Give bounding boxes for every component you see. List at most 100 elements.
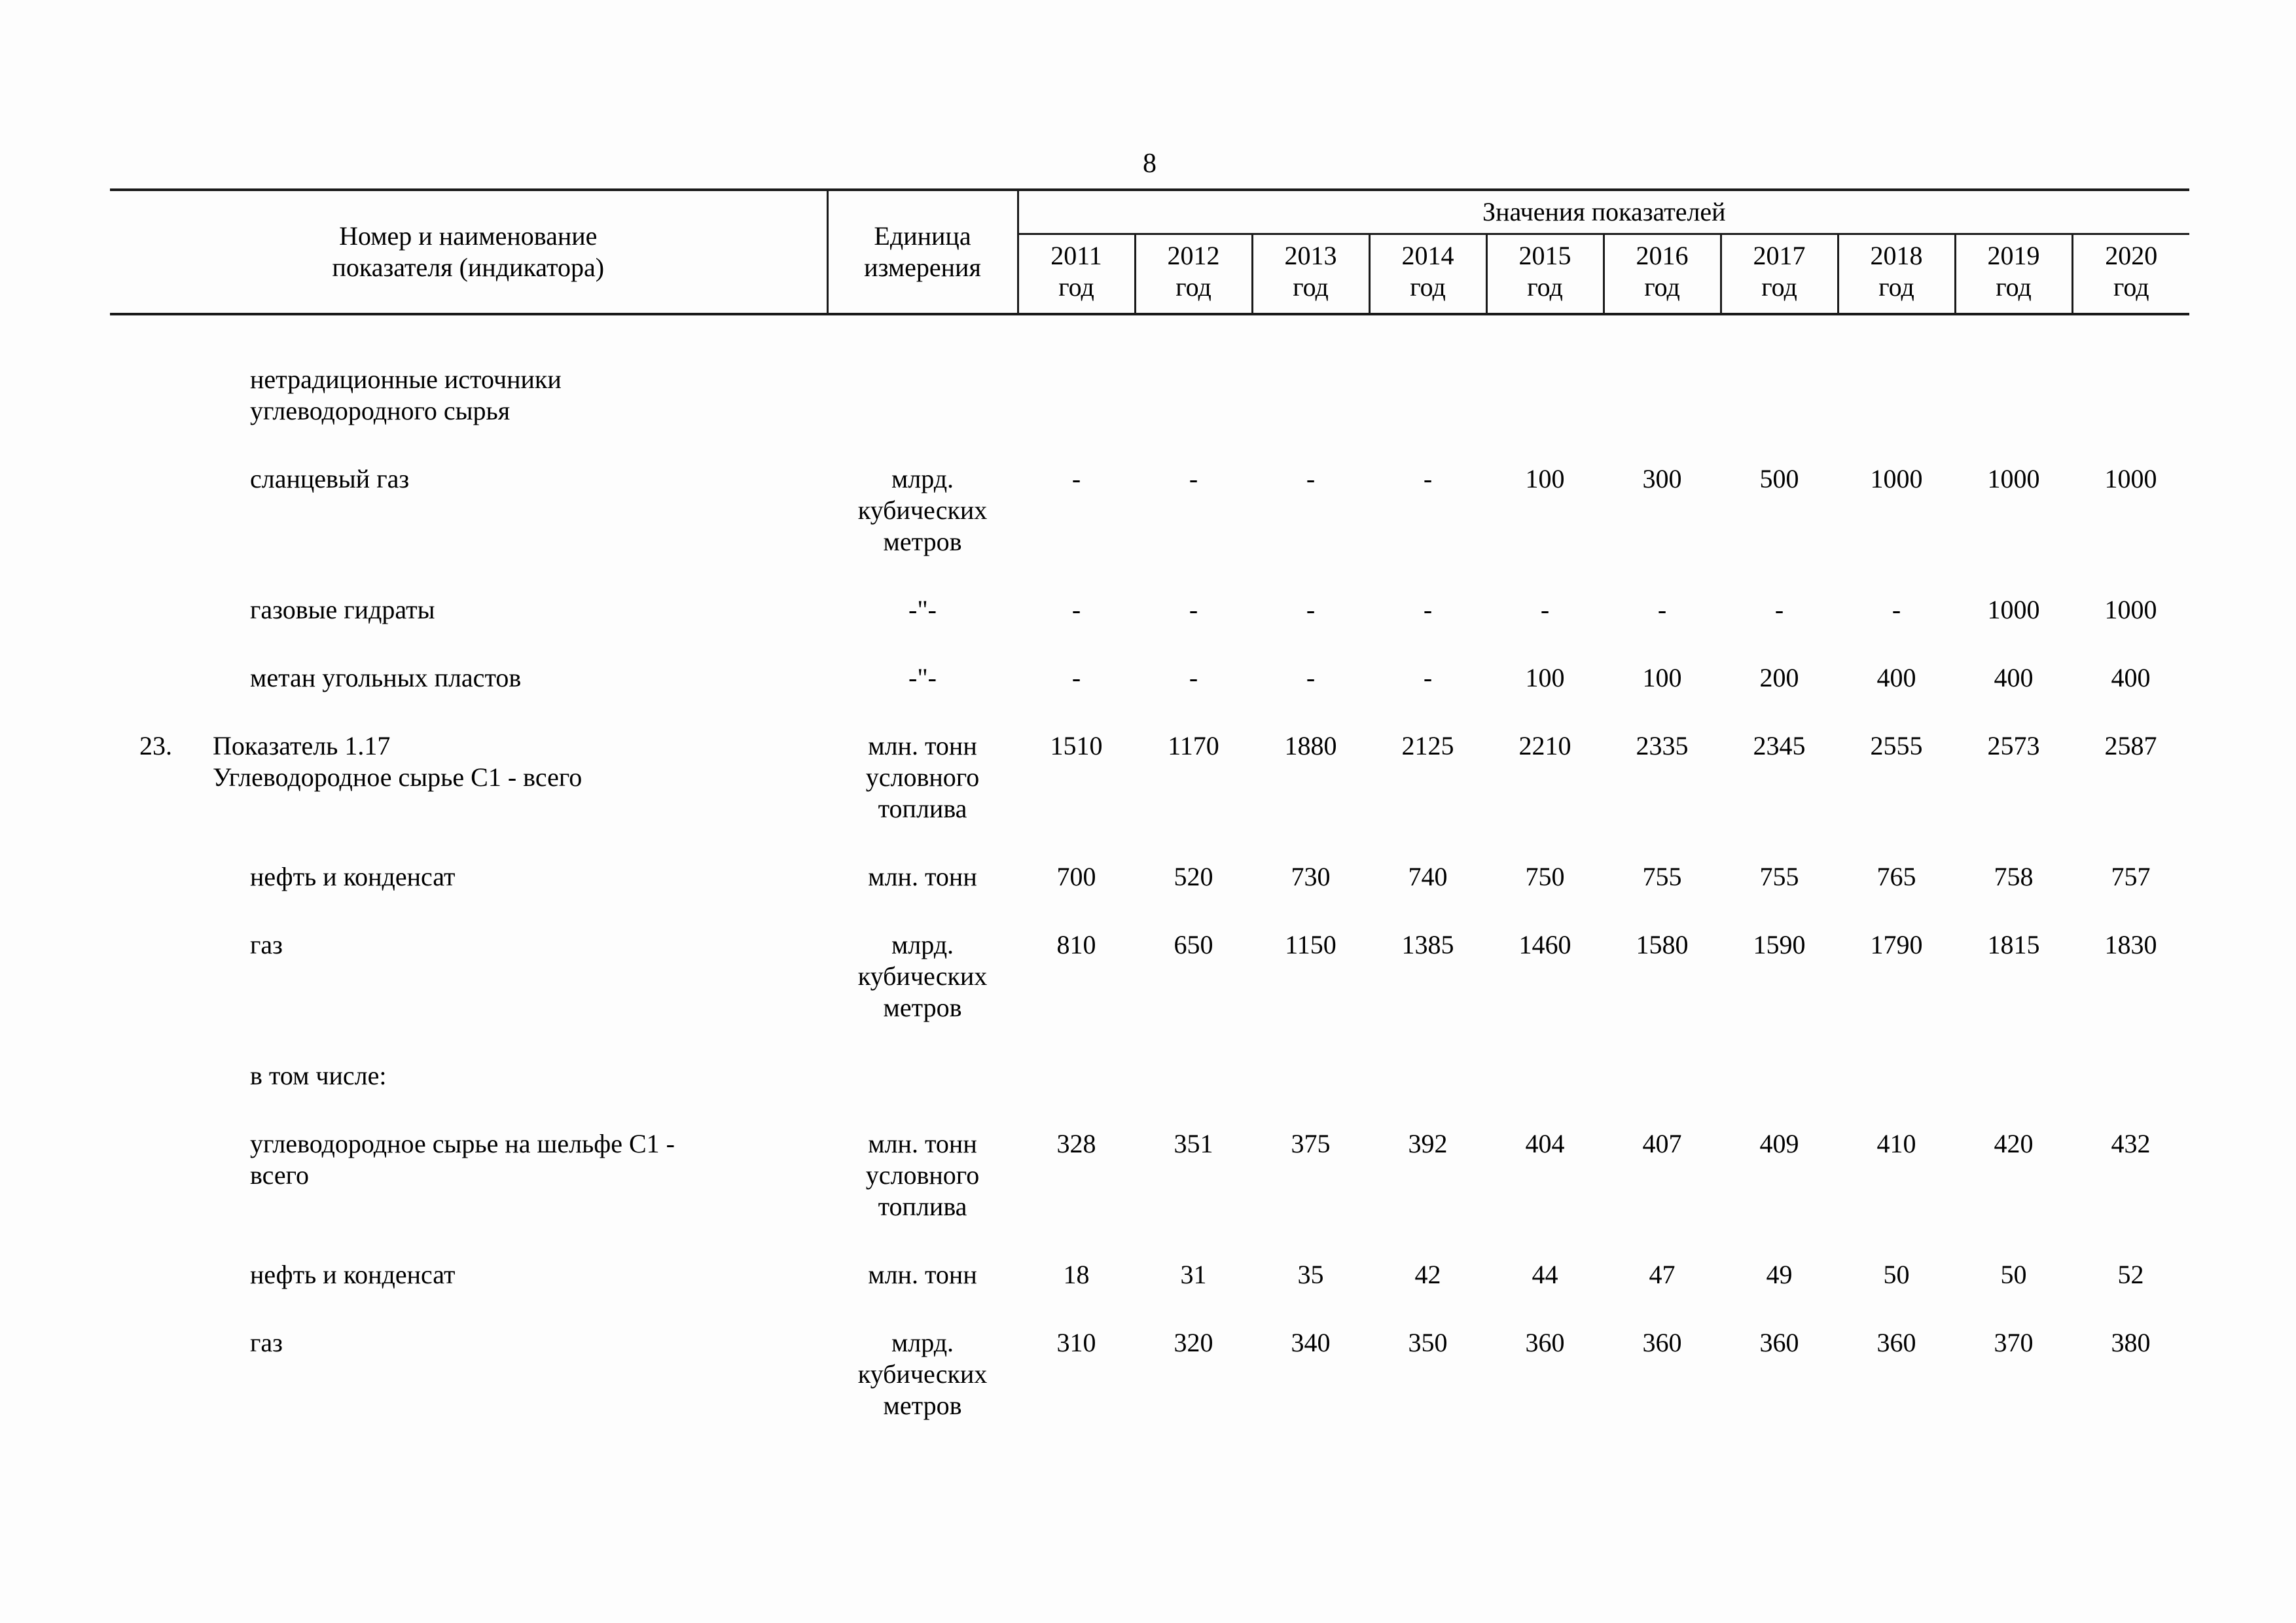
indicator-value: 1000 — [1987, 464, 2040, 493]
table-row: нефть и конденсат млн. тонн 18 31 35 42 44 47 49… — [110, 1259, 2189, 1327]
indicator-name: сланцевый газ — [250, 464, 410, 493]
col-header-year-2011: 2011 год — [1016, 234, 1136, 315]
indicator-value: 100 — [1525, 464, 1565, 493]
indicator-value: 2345 — [1753, 731, 1806, 760]
table-row: газ млрд. кубических метров 810 650 1150 1385… — [110, 929, 2189, 1060]
col-header-year-2018: 2018 год — [1837, 234, 1956, 315]
indicator-value: 1580 — [1636, 930, 1689, 959]
indicator-value: 200 — [1759, 663, 1799, 692]
indicator-value: 2587 — [2104, 731, 2157, 760]
indicator-value — [1018, 1060, 1135, 1128]
indicator-value — [1369, 314, 1486, 463]
table-row: нефть и конденсат млн. тонн 700 520 730 740 75… — [110, 861, 2189, 929]
indicator-value: 52 — [2117, 1260, 2144, 1289]
indicator-value: 758 — [1994, 862, 2034, 891]
indicator-value: 750 — [1525, 862, 1565, 891]
indicator-value: 1460 — [1518, 930, 1571, 959]
indicator-value: 49 — [1766, 1260, 1793, 1289]
row-number — [110, 1327, 213, 1458]
indicator-value: 740 — [1408, 862, 1448, 891]
row-number — [110, 1259, 213, 1327]
indicator-value: 520 — [1174, 862, 1213, 891]
indicator-value: 360 — [1525, 1328, 1565, 1357]
indicator-value: 1385 — [1401, 930, 1454, 959]
indicator-value — [1486, 314, 1604, 463]
indicator-value — [1955, 1060, 2072, 1128]
indicator-value: 50 — [2000, 1260, 2027, 1289]
indicator-value: - — [1189, 595, 1198, 624]
table-header: Номер и наименование показателя (индикат… — [110, 188, 2190, 315]
indicator-value: 1170 — [1168, 731, 1219, 760]
indicator-value: 1830 — [2104, 930, 2157, 959]
indicator-value: - — [1306, 464, 1316, 493]
indicator-value: 755 — [1642, 862, 1682, 891]
indicator-value: 1510 — [1050, 731, 1103, 760]
indicator-value: 1000 — [2104, 464, 2157, 493]
indicator-value: - — [1189, 464, 1198, 493]
indicator-value: 360 — [1876, 1328, 1916, 1357]
indicator-value: 50 — [1883, 1260, 1910, 1289]
indicator-value: - — [1774, 595, 1784, 624]
indicator-value: 400 — [2111, 663, 2151, 692]
table-body: нетрадиционные источники углеводородного… — [110, 314, 2189, 1458]
indicator-name: метан угольных пластов — [250, 663, 522, 692]
unit-of-measure — [827, 314, 1018, 463]
indicator-value — [1721, 314, 1838, 463]
header-row-years: 2011 год 2012 год 2013 год 2014 год 2015 год 2016 г… — [110, 234, 2190, 315]
indicator-value: - — [1071, 464, 1081, 493]
col-header-year-2013: 2013 год — [1251, 234, 1370, 315]
col-header-values-group: Значения показателей — [1018, 188, 2190, 235]
indicator-value: 360 — [1642, 1328, 1682, 1357]
indicator-value: 310 — [1056, 1328, 1096, 1357]
indicator-name: газ — [250, 1328, 283, 1357]
table-row: метан угольных пластов -"- - - - - 100 100 200 40… — [110, 662, 2189, 730]
row-number — [110, 1128, 213, 1259]
indicator-value: 1150 — [1285, 930, 1336, 959]
col-header-year-2017: 2017 год — [1719, 234, 1839, 315]
indicator-value: 35 — [1297, 1260, 1324, 1289]
indicator-value: 432 — [2111, 1129, 2151, 1158]
indicator-value: - — [1306, 595, 1316, 624]
indicator-value: 392 — [1408, 1129, 1448, 1158]
unit-of-measure: -"- — [908, 663, 937, 692]
indicator-value: 407 — [1642, 1129, 1682, 1158]
indicator-value: 404 — [1525, 1129, 1565, 1158]
indicator-value: 2210 — [1518, 731, 1571, 760]
indicator-value: 100 — [1525, 663, 1565, 692]
unit-of-measure: -"- — [908, 595, 937, 624]
indicator-value — [1955, 314, 2072, 463]
row-number — [110, 594, 213, 662]
indicator-value: 300 — [1642, 464, 1682, 493]
indicator-value — [1838, 314, 1955, 463]
indicator-value: - — [1892, 595, 1901, 624]
indicator-value — [1135, 1060, 1252, 1128]
indicator-value — [1252, 1060, 1369, 1128]
unit-of-measure: млн. тонн условного топлива — [865, 1129, 980, 1221]
table-row: газ млрд. кубических метров 310 320 340 350 36… — [110, 1327, 2189, 1458]
indicator-name: газ — [250, 930, 283, 959]
unit-of-measure: млн. тонн — [868, 862, 977, 891]
indicator-value: 2573 — [1987, 731, 2040, 760]
indicator-value — [1838, 1060, 1955, 1128]
indicator-value: 730 — [1291, 862, 1331, 891]
page-number: 8 — [1143, 149, 1157, 179]
indicator-name: в том числе: — [250, 1061, 387, 1090]
indicator-value: 350 — [1408, 1328, 1448, 1357]
col-header-year-2012: 2012 год — [1134, 234, 1253, 315]
indicator-value — [1369, 1060, 1486, 1128]
indicator-value: 44 — [1532, 1260, 1558, 1289]
indicator-value: 650 — [1174, 930, 1213, 959]
row-number — [110, 463, 213, 594]
indicator-value: 340 — [1291, 1328, 1331, 1357]
indicator-value: 2125 — [1401, 731, 1454, 760]
indicators-table: Номер и наименование показателя (индикат… — [110, 188, 2190, 1458]
indicator-value: - — [1189, 663, 1198, 692]
indicator-value: 42 — [1414, 1260, 1441, 1289]
indicator-name: нефть и конденсат — [250, 1260, 456, 1289]
col-header-unit: Единица измерения — [826, 188, 1019, 315]
indicator-value: 370 — [1994, 1328, 2034, 1357]
row-number — [110, 1060, 213, 1128]
indicator-name: газовые гидраты — [250, 595, 435, 624]
indicator-value: 1880 — [1284, 731, 1337, 760]
col-header-indicator-name: Номер и наименование показателя (индикат… — [110, 188, 828, 315]
